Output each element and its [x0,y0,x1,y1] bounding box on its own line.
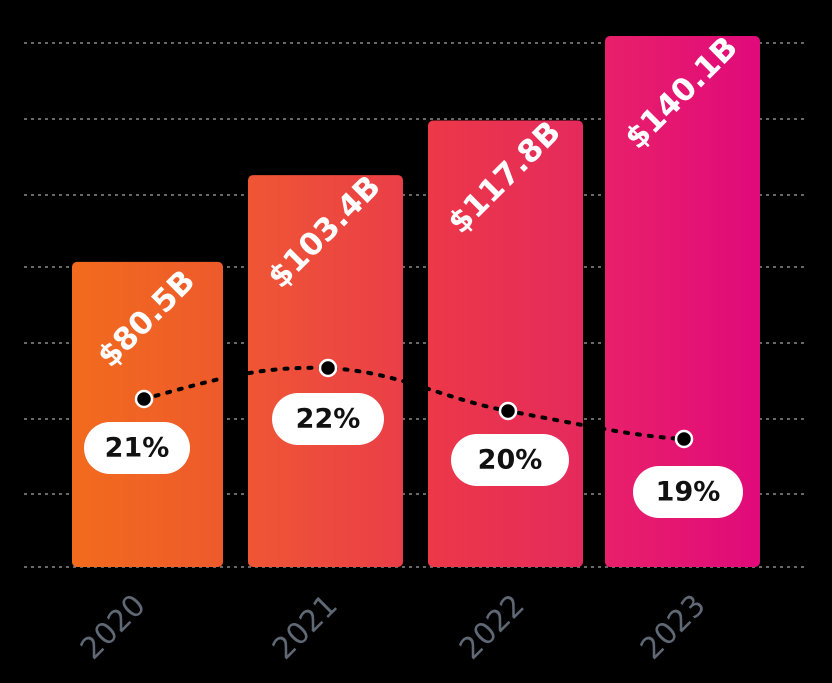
growth-label: 22% [296,404,361,435]
growth-pill [633,466,743,518]
x-tick-label: 2022 [453,588,532,667]
growth-pill [272,393,384,445]
bar-2023 [605,36,760,567]
growth-point [674,429,694,449]
x-tick-label: 2021 [266,588,345,667]
x-tick-label: 2020 [74,588,153,667]
growth-pill [451,434,569,486]
x-axis-labels: 2020 2021 2022 2023 [74,588,713,667]
growth-point [498,401,518,421]
growth-pill [84,422,190,474]
growth-line: 21% 22% 20% 19% [84,358,743,518]
growth-label: 21% [105,433,170,464]
x-tick-label: 2023 [634,588,713,667]
growth-point [134,389,154,409]
growth-label: 19% [656,477,721,508]
growth-line-path [142,365,686,441]
growth-point [318,358,338,378]
growth-label: 20% [478,445,543,476]
bar-2020 [72,261,223,567]
